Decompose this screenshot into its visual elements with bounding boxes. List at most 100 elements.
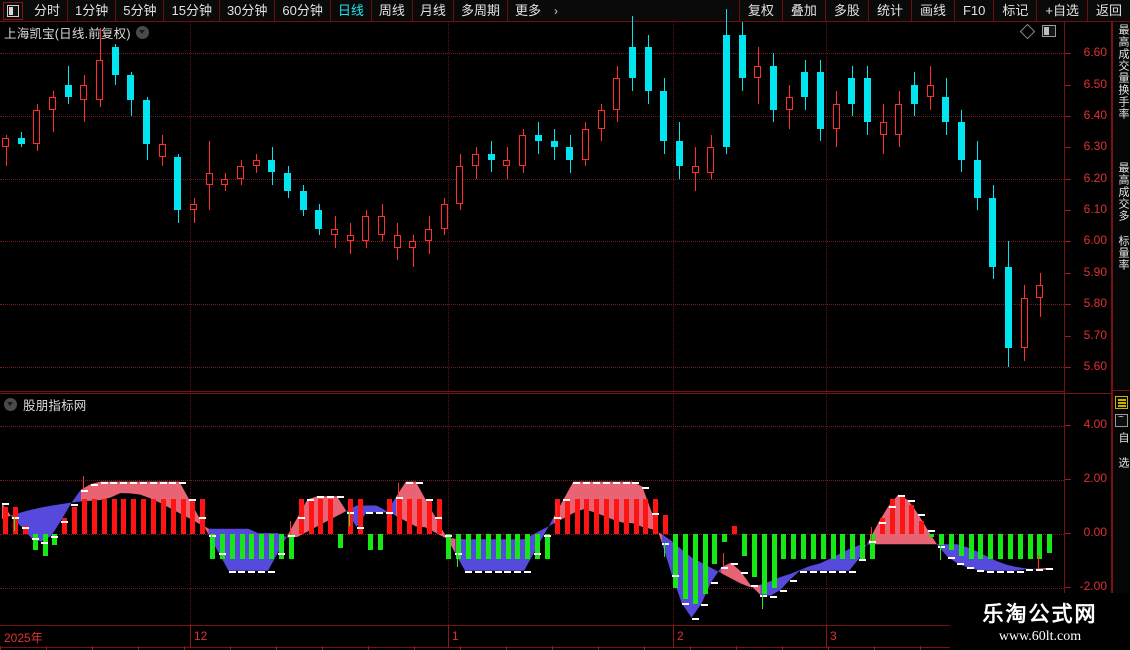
macd-bar — [436, 499, 442, 535]
macd-bar — [288, 534, 294, 559]
gridline — [0, 241, 1064, 243]
level-tick — [888, 505, 896, 508]
macd-bar — [623, 499, 629, 535]
list-icon[interactable] — [1115, 396, 1128, 409]
macd-bar — [42, 534, 48, 556]
period-tab-7[interactable]: 周线 — [370, 0, 412, 22]
vstrip-mid-label: 最高成交多 标量率 — [1117, 162, 1129, 271]
level-tick — [31, 538, 39, 541]
panel-icon[interactable] — [1042, 25, 1056, 37]
period-tab-6[interactable]: 日线 — [329, 0, 371, 22]
macd-bar — [62, 518, 68, 535]
mini-chart-icon[interactable] — [1115, 412, 1128, 427]
action-button-3[interactable]: 统计 — [867, 0, 911, 22]
macd-bar — [495, 534, 501, 559]
action-button-1[interactable]: 叠加 — [781, 0, 825, 22]
macd-bar — [229, 534, 235, 559]
price-axis-label: 5.60 — [1083, 358, 1107, 373]
macd-bar — [91, 499, 97, 535]
page-title: 上海凯宝(日线.前复权) — [4, 26, 131, 41]
level-tick — [90, 484, 98, 487]
level-tick — [583, 481, 591, 484]
macd-bar — [594, 499, 600, 535]
sell-signal — [348, 511, 350, 526]
period-tab-2[interactable]: 5分钟 — [115, 0, 163, 22]
sell-signal — [939, 545, 941, 560]
right-vertical-strip[interactable]: 最高成交量换手率 最高成交多 标量率 自 选 — [1112, 22, 1130, 625]
period-tab-9[interactable]: 多周期 — [452, 0, 507, 22]
macd-bar — [190, 499, 196, 535]
more-arrow-icon[interactable]: › — [553, 3, 558, 18]
period-tab-1[interactable]: 1分钟 — [67, 0, 115, 22]
level-tick — [248, 570, 256, 573]
date-tick — [138, 646, 139, 650]
macd-bar — [525, 534, 531, 559]
period-tab-8[interactable]: 月线 — [411, 0, 453, 22]
price-pane-tools — [1019, 23, 1056, 39]
period-tab-3[interactable]: 15分钟 — [163, 0, 218, 22]
macd-bar — [584, 499, 590, 535]
level-tick — [139, 481, 147, 484]
gridline — [0, 480, 1064, 482]
macd-bar — [259, 534, 265, 559]
macd-bar — [338, 534, 344, 548]
panel-toggle-icon[interactable] — [3, 1, 23, 20]
action-button-2[interactable]: 多股 — [824, 0, 868, 22]
chevron-down-circle-icon[interactable] — [135, 25, 149, 39]
action-button-8[interactable]: 返回 — [1086, 0, 1130, 22]
right-price-axis: 6.60 6.50 6.40 6.30 6.20 6.10 6.00 5.90 5.80 5.70… — [1064, 22, 1113, 625]
vgridline — [673, 22, 674, 391]
indicator-pane[interactable]: 股朋指标网 — [0, 393, 1064, 625]
level-tick — [386, 512, 394, 515]
date-label: 3 — [830, 629, 837, 643]
period-tab-0[interactable]: 分时 — [34, 2, 61, 18]
level-tick — [2, 503, 9, 506]
action-button-0[interactable]: 复权 — [747, 2, 774, 18]
price-axis-label: 5.80 — [1083, 296, 1107, 311]
diamond-icon[interactable] — [1019, 23, 1036, 39]
period-tab-5[interactable]: 60分钟 — [274, 0, 329, 22]
indicator-axis-label: -2.00 — [1079, 579, 1107, 594]
period-tab-10[interactable]: 更多 — [506, 0, 548, 22]
chevron-down-circle-icon[interactable] — [4, 397, 17, 411]
level-tick — [70, 503, 78, 506]
axis-tick — [1065, 241, 1071, 243]
level-tick — [21, 526, 29, 529]
level-tick — [878, 522, 886, 525]
axis-tick — [1065, 116, 1071, 118]
macd-bar — [574, 499, 580, 535]
level-tick — [110, 481, 118, 484]
action-button-6[interactable]: 标记 — [993, 0, 1036, 22]
level-tick — [455, 552, 463, 555]
macd-bar — [643, 499, 649, 535]
gridline — [0, 178, 1064, 180]
level-tick — [474, 570, 482, 573]
level-tick — [396, 497, 404, 500]
level-tick — [80, 489, 88, 492]
period-tab-4[interactable]: 30分钟 — [218, 0, 274, 22]
vstrip-top-label: 最高成交量换手率 — [1117, 24, 1129, 120]
sell-signal — [663, 543, 665, 558]
action-button-5[interactable]: F10 — [953, 0, 993, 22]
level-tick — [425, 499, 433, 502]
action-button-7[interactable]: +自选 — [1036, 0, 1087, 22]
level-tick — [790, 579, 798, 582]
action-button-4[interactable]: 画线 — [910, 0, 954, 22]
level-tick — [1036, 568, 1044, 571]
macd-bar — [948, 534, 954, 551]
macd-bar — [761, 534, 767, 594]
macd-bar — [712, 534, 718, 564]
macd-bar — [791, 534, 797, 559]
level-tick — [908, 500, 916, 503]
price-chart-pane[interactable]: 上海凯宝(日线.前复权) — [0, 9, 1064, 392]
level-tick — [41, 541, 49, 544]
level-tick — [376, 512, 384, 515]
macd-bar — [889, 499, 895, 535]
axis-tick — [1065, 147, 1071, 149]
level-tick — [730, 562, 738, 565]
watermark-main: 乐淘公式网 — [982, 603, 1098, 626]
level-tick — [957, 563, 965, 566]
macd-bar — [131, 499, 137, 535]
level-tick — [987, 570, 995, 573]
sell-signal — [762, 594, 764, 609]
